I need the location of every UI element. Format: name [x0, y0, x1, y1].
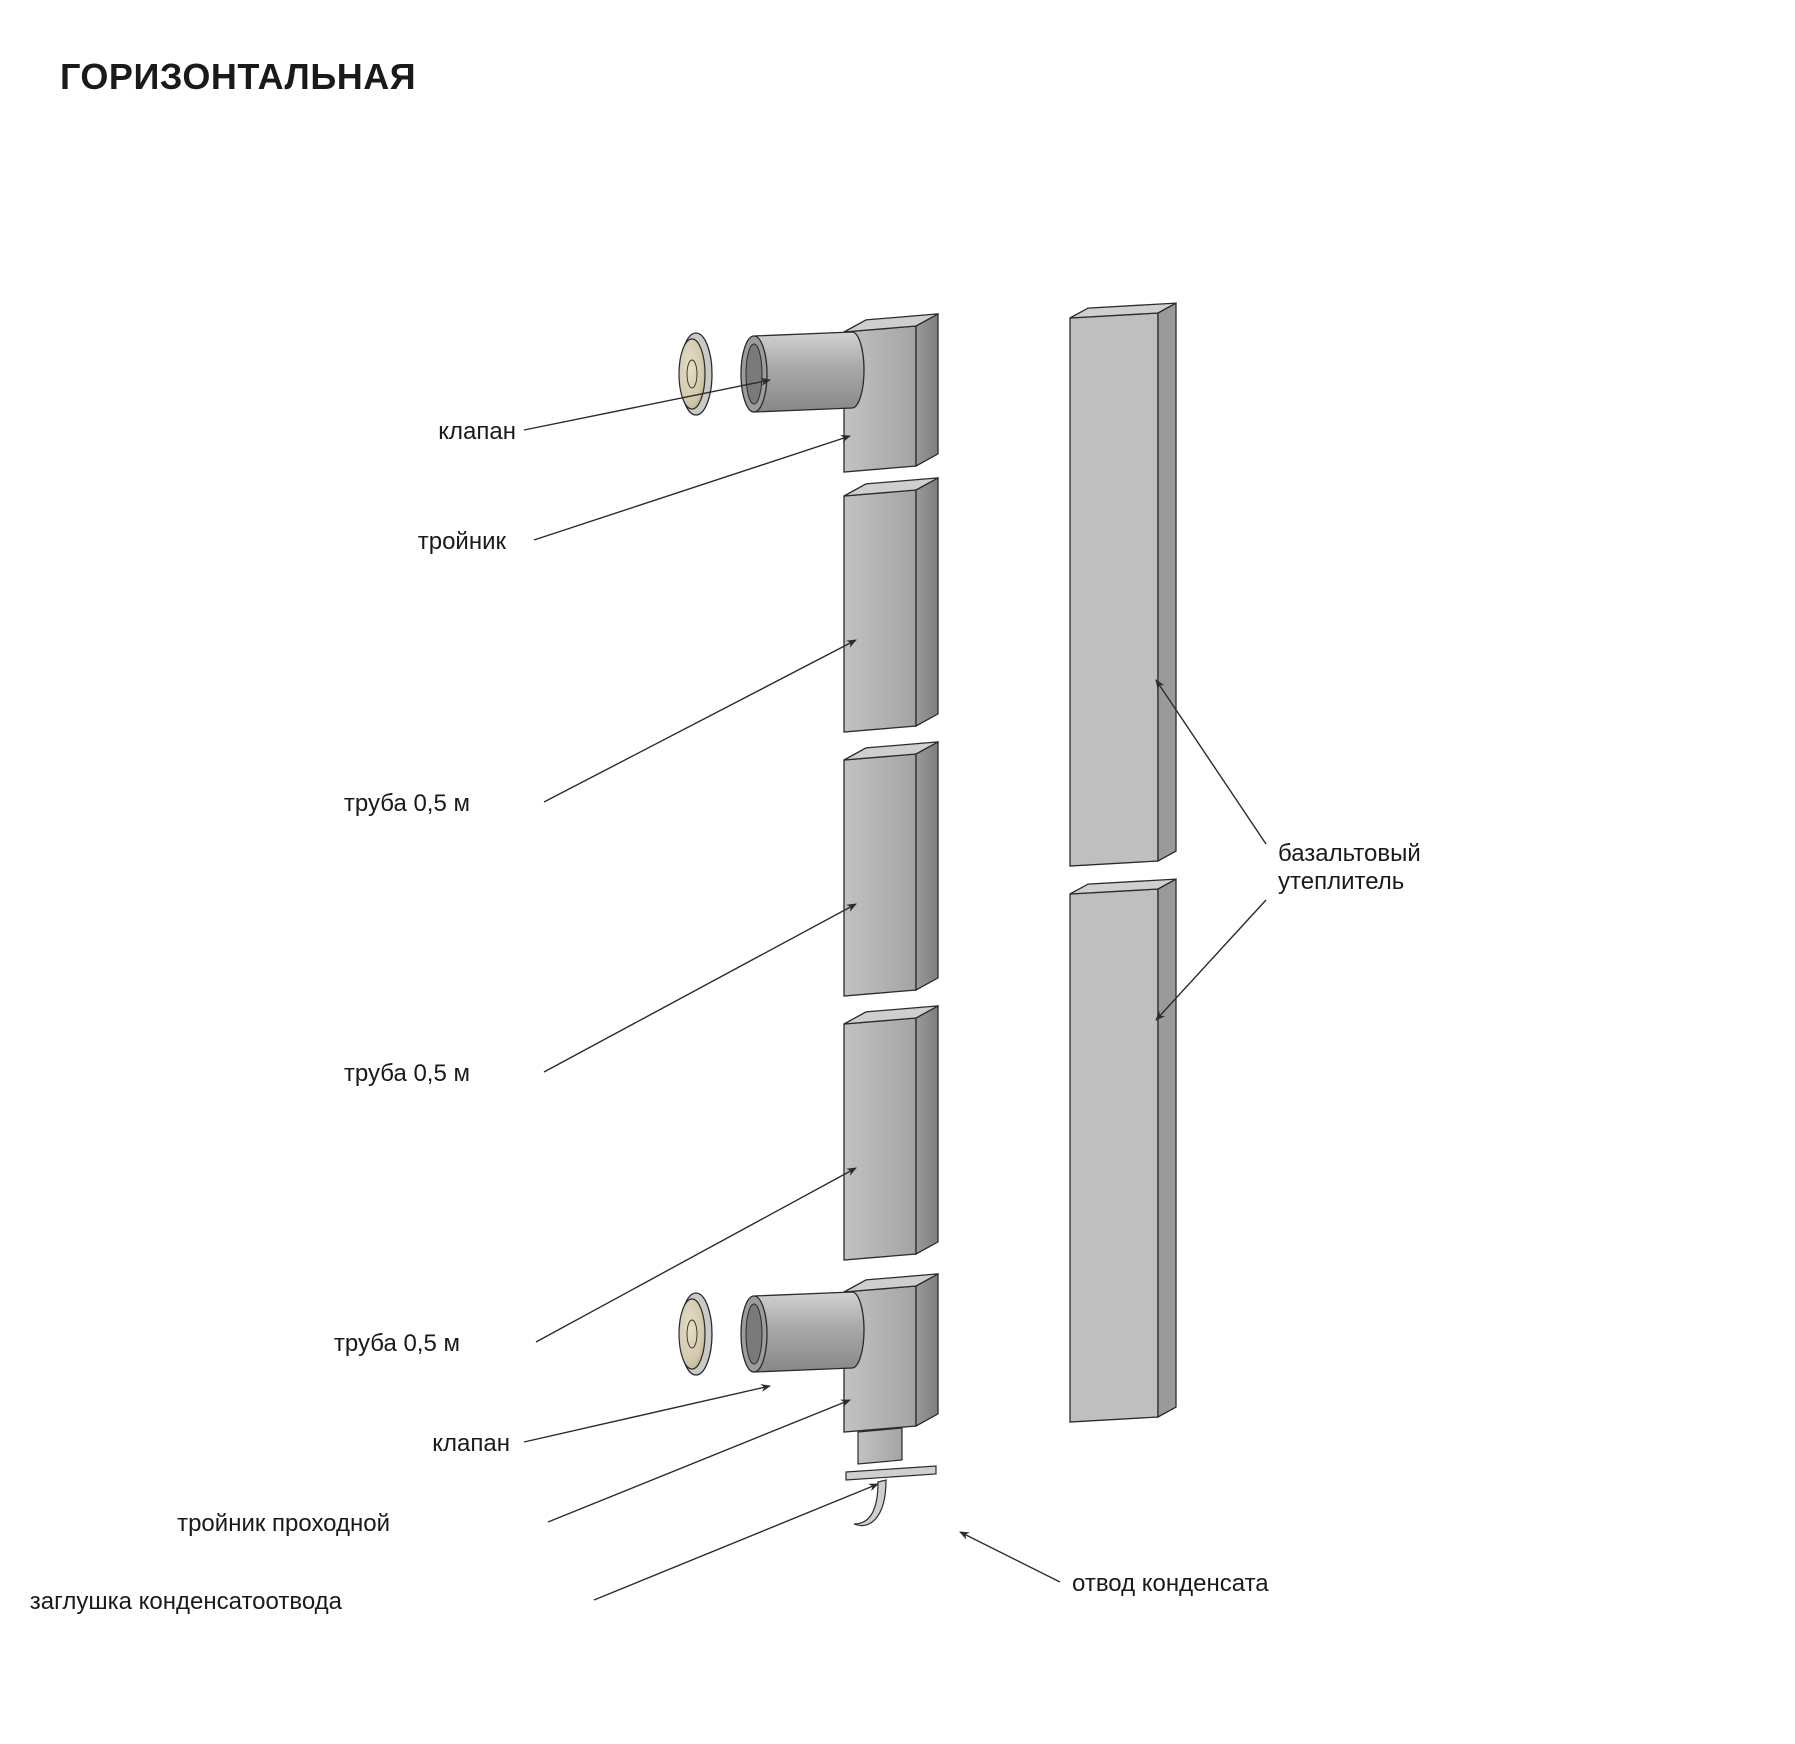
label-drain: отвод конденсата — [1072, 1570, 1269, 1598]
label-pipe2: труба 0,5 м — [344, 1060, 470, 1088]
label-tee1: тройник — [418, 528, 506, 556]
label-tee2: тройник проходной — [177, 1510, 390, 1538]
label-valve1: клапан — [438, 418, 516, 446]
label-pipe1: труба 0,5 м — [344, 790, 470, 818]
label-plug: заглушка конденсатоотвода — [30, 1588, 342, 1616]
label-pipe3: труба 0,5 м — [334, 1330, 460, 1358]
label-valve2: клапан — [432, 1430, 510, 1458]
diagram-svg — [0, 0, 1795, 1744]
label-insulation: базальтовый утеплитель — [1278, 840, 1421, 896]
